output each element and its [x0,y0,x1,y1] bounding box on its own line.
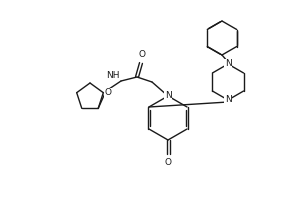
Text: O: O [164,158,172,167]
Text: NH: NH [106,71,120,80]
Text: N: N [165,92,171,100]
Text: N: N [225,60,231,68]
Text: O: O [139,50,145,59]
Text: O: O [104,88,111,97]
Text: N: N [225,96,231,104]
